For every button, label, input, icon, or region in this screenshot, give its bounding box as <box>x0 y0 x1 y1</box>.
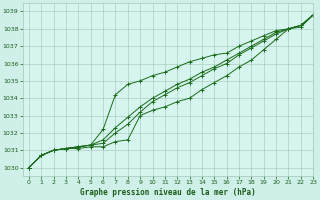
X-axis label: Graphe pression niveau de la mer (hPa): Graphe pression niveau de la mer (hPa) <box>80 188 256 197</box>
